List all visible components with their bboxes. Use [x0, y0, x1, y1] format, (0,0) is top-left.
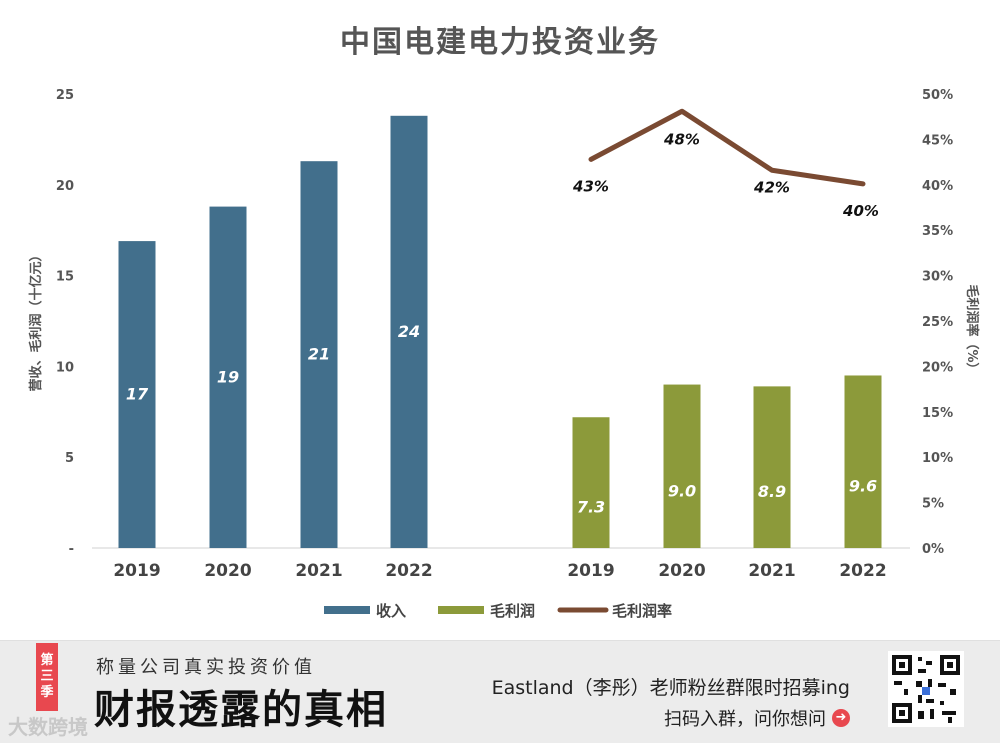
y-tick-label-left: 15: [56, 270, 74, 285]
y-tick-label-left: 5: [65, 451, 74, 466]
season-char: 三: [40, 669, 54, 684]
legend-label: 毛利润率: [612, 602, 672, 620]
footer-subtitle: 称量公司真实投资价值: [96, 657, 316, 678]
chart-area: 中国电建电力投资业务 - 5 10 15 20 25 0% 5% 10% 15% 20% 25% 30% 3…: [28, 25, 980, 620]
y-tick-label-right: 0%: [922, 542, 944, 557]
footer-banner: 第 三 季 称量公司真实投资价值 财报透露的真相 大数跨境 Eastland（李…: [0, 640, 1000, 743]
legend-label: 毛利润: [490, 602, 535, 620]
line-series-margin: [588, 108, 866, 187]
line-data-label: 43%: [572, 177, 609, 195]
bar-data-label: 24: [398, 322, 420, 341]
bar-data-label: 21: [308, 345, 330, 364]
y-tick-label-right: 25%: [922, 315, 953, 330]
cta-text: 扫码入群，问你想问: [664, 709, 826, 730]
y-tick-label-left: 10: [56, 360, 74, 375]
bar-data-label: 7.3: [577, 498, 605, 517]
x-tick-label: 2021: [748, 561, 795, 581]
bar: [390, 115, 428, 549]
arrow-right-icon: ➜: [832, 709, 850, 727]
bar-data-label: 17: [126, 385, 149, 404]
cta-link[interactable]: 扫码入群，问你想问 ➜: [664, 705, 850, 731]
legend-swatch: [438, 606, 484, 614]
x-tick-label: 2022: [385, 561, 432, 581]
y-tick-label-right: 40%: [922, 179, 953, 194]
bar: [844, 375, 882, 548]
y-tick-label-left: -: [69, 542, 74, 557]
bar: [572, 417, 610, 548]
y-axis-label-right: 毛利润率（%）: [964, 284, 980, 375]
y-tick-label-right: 10%: [922, 451, 953, 466]
x-tick-label: 2020: [204, 561, 251, 581]
legend-swatch: [324, 606, 370, 614]
season-char: 季: [40, 685, 54, 700]
bar-data-label: 19: [217, 367, 239, 386]
y-tick-label-right: 5%: [922, 497, 944, 512]
x-tick-label: 2019: [567, 561, 614, 581]
watermark-logo: 大数跨境: [8, 715, 88, 739]
line-data-label: 40%: [842, 202, 879, 220]
y-tick-label-right: 30%: [922, 270, 953, 285]
season-badge: 第 三 季: [36, 643, 58, 711]
y-tick-label-right: 20%: [922, 360, 953, 375]
bar: [118, 241, 156, 548]
qr-code-icon[interactable]: [888, 651, 964, 727]
x-tick-label: 2021: [295, 561, 342, 581]
promo-text: Eastland（李彤）老师粉丝群限时招募ing: [491, 677, 850, 699]
y-tick-label-right: 50%: [922, 88, 953, 103]
bar-data-label: 9.6: [849, 477, 877, 496]
line-data-label: 48%: [663, 130, 700, 148]
bar-data-label: 9.0: [668, 481, 696, 500]
bar: [300, 161, 338, 548]
y-tick-label-left: 20: [56, 179, 74, 194]
legend-label: 收入: [376, 602, 406, 620]
bar: [209, 206, 247, 549]
chart-title: 中国电建电力投资业务: [340, 25, 660, 60]
season-char: 第: [40, 653, 54, 668]
line-data-label: 42%: [753, 178, 790, 196]
y-tick-label-right: 15%: [922, 406, 953, 421]
bar: [753, 386, 791, 548]
x-tick-label: 2020: [658, 561, 705, 581]
x-tick-label: 2019: [113, 561, 160, 581]
y-tick-label-left: 25: [56, 88, 74, 103]
y-axis-label-left: 营收、毛利润（十亿元）: [28, 248, 44, 391]
bar: [663, 384, 701, 548]
footer-title: 财报透露的真相: [94, 686, 388, 733]
y-tick-label-right: 45%: [922, 133, 953, 148]
bar-data-label: 8.9: [758, 482, 786, 501]
y-tick-label-right: 35%: [922, 224, 953, 239]
x-tick-label: 2022: [839, 561, 886, 581]
